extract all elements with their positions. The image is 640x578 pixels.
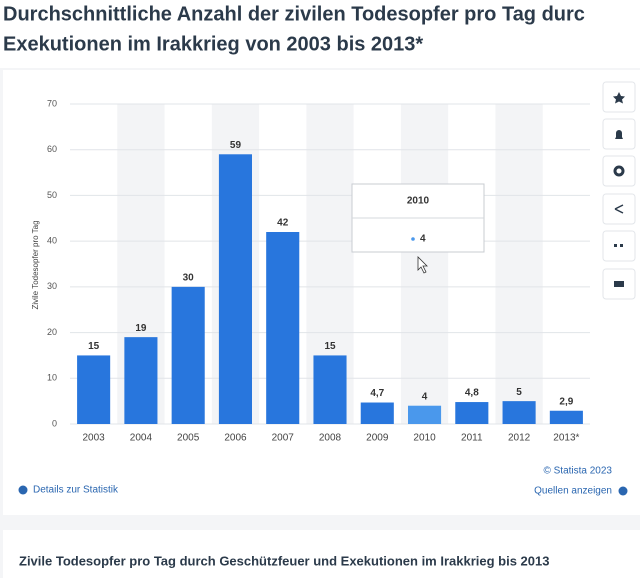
bar xyxy=(502,401,536,424)
section-heading: Zivile Todesopfer pro Tag durch Geschütz… xyxy=(19,553,549,568)
bar xyxy=(124,337,158,424)
y-axis-label: Zivile Todesopfer pro Tag xyxy=(31,220,40,309)
y-tick-label: 0 xyxy=(52,418,57,428)
value-label: 59 xyxy=(230,140,242,151)
value-label: 2,9 xyxy=(559,396,573,407)
value-label: 5 xyxy=(516,387,522,398)
bar xyxy=(455,402,489,424)
bar xyxy=(218,154,252,425)
x-tick-label: 2008 xyxy=(319,433,342,444)
x-tick-label: 2009 xyxy=(366,433,389,444)
x-tick-label: 2010 xyxy=(413,433,436,444)
print-icon xyxy=(614,281,624,287)
value-label: 4,7 xyxy=(370,388,384,399)
share-button[interactable] xyxy=(602,193,636,225)
toolbar xyxy=(602,81,636,300)
info-icon xyxy=(618,486,628,496)
y-tick-label: 60 xyxy=(47,144,57,154)
tooltip-value: 4 xyxy=(420,234,426,245)
bar xyxy=(360,402,394,424)
bar xyxy=(266,232,300,424)
sources-link[interactable]: Quellen anzeigen xyxy=(534,486,612,497)
y-tick-label: 30 xyxy=(47,281,57,291)
details-link[interactable]: Details zur Statistik xyxy=(33,485,119,496)
star-icon xyxy=(613,92,625,104)
cite-button[interactable] xyxy=(602,230,636,262)
section-card xyxy=(3,530,640,578)
settings-button[interactable] xyxy=(602,155,636,187)
x-tick-label: 2007 xyxy=(272,433,295,444)
value-label: 15 xyxy=(88,341,100,352)
value-label: 4 xyxy=(422,391,428,402)
x-tick-label: 2012 xyxy=(508,433,531,444)
gear-icon xyxy=(613,165,625,177)
bar xyxy=(171,286,205,424)
copyright[interactable]: © Statista 2023 xyxy=(543,466,612,477)
x-tick-label: 2011 xyxy=(461,433,483,444)
bar xyxy=(549,410,583,424)
quote-icon xyxy=(614,244,623,247)
cursor xyxy=(417,256,428,274)
tooltip-dot xyxy=(411,237,415,241)
value-label: 19 xyxy=(135,323,147,334)
y-tick-label: 70 xyxy=(47,98,57,108)
value-label: 15 xyxy=(324,341,336,352)
column-shade xyxy=(495,104,543,424)
tooltip: 2010 4 xyxy=(351,183,485,274)
value-label: 42 xyxy=(277,218,289,229)
x-tick-label: 2003 xyxy=(83,433,106,444)
bell-icon xyxy=(615,130,623,139)
tooltip-title: 2010 xyxy=(407,196,430,207)
header-bg xyxy=(0,0,640,68)
plot: 0 10 20 30 40 50 60 70 Zivile Todesopfer pro Tag… xyxy=(31,98,590,444)
y-tick-label: 50 xyxy=(47,190,57,200)
bar xyxy=(408,405,442,424)
x-tick-label: 2013* xyxy=(553,433,579,444)
value-label: 4,8 xyxy=(465,388,479,399)
y-tick-label: 10 xyxy=(47,373,57,383)
info-icon xyxy=(18,485,28,495)
x-tick-label: 2004 xyxy=(130,433,153,444)
share-icon xyxy=(614,204,624,214)
y-tick-label: 40 xyxy=(47,236,57,246)
title-line: Exekutionen im Irakkrieg von 2003 bis 20… xyxy=(3,33,423,55)
y-tick-label: 20 xyxy=(47,327,57,337)
x-tick-label: 2005 xyxy=(177,433,200,444)
value-label: 30 xyxy=(183,272,195,283)
title-line: Durchschnittliche Anzahl der zivilen Tod… xyxy=(3,3,585,25)
bar xyxy=(313,355,347,424)
bar xyxy=(77,355,111,424)
x-tick-label: 2006 xyxy=(224,433,247,444)
